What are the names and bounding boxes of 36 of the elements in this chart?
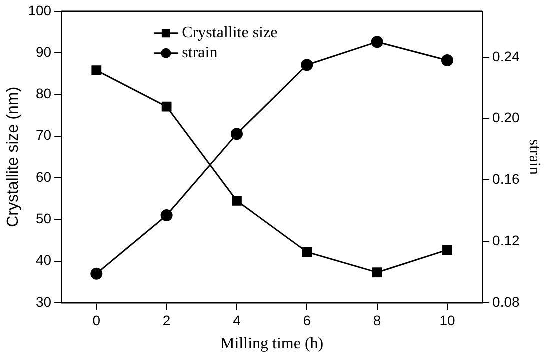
- y-tick-label: 70: [36, 127, 52, 144]
- y-tick-label: 90: [36, 44, 52, 60]
- y-axis-title: Crystallite size (nm): [5, 86, 22, 228]
- x-axis-title: Milling time (h): [220, 336, 324, 353]
- y2-tick-label: 0.20: [492, 110, 520, 126]
- y2-axis-title: strain: [526, 139, 544, 175]
- point: [160, 210, 173, 222]
- x-tick-label: 8: [373, 312, 382, 328]
- y-tick-label: 50: [36, 210, 52, 227]
- point: [301, 59, 314, 72]
- point: [232, 196, 242, 206]
- point: [442, 245, 452, 256]
- point: [372, 268, 382, 278]
- legend-label: Crystallite size: [182, 24, 278, 42]
- y2-tick-label: 0.16: [492, 171, 520, 188]
- y-tick-label: 80: [36, 86, 52, 102]
- x-tick-label: 6: [303, 312, 312, 328]
- point: [230, 128, 243, 140]
- x-tick-label: 4: [233, 312, 242, 328]
- legend-label: strain: [182, 44, 218, 62]
- y-tick-label: 40: [36, 252, 52, 268]
- y-tick-label: 60: [36, 168, 52, 185]
- y2-tick-label: 0.12: [492, 232, 520, 248]
- point: [441, 54, 454, 67]
- point: [302, 247, 312, 258]
- y2-tick-label: 0.24: [492, 48, 520, 64]
- x-tick-label: 10: [440, 312, 456, 328]
- x-tick-label: 2: [162, 312, 171, 328]
- point: [162, 102, 172, 112]
- point: [90, 268, 103, 280]
- y2-tick-label: 0.08: [492, 294, 520, 310]
- point: [92, 66, 102, 76]
- y-tick-label: 100: [28, 2, 52, 18]
- point: [371, 36, 384, 48]
- y-tick-label: 30: [36, 294, 52, 310]
- x-tick-label: 0: [92, 312, 101, 328]
